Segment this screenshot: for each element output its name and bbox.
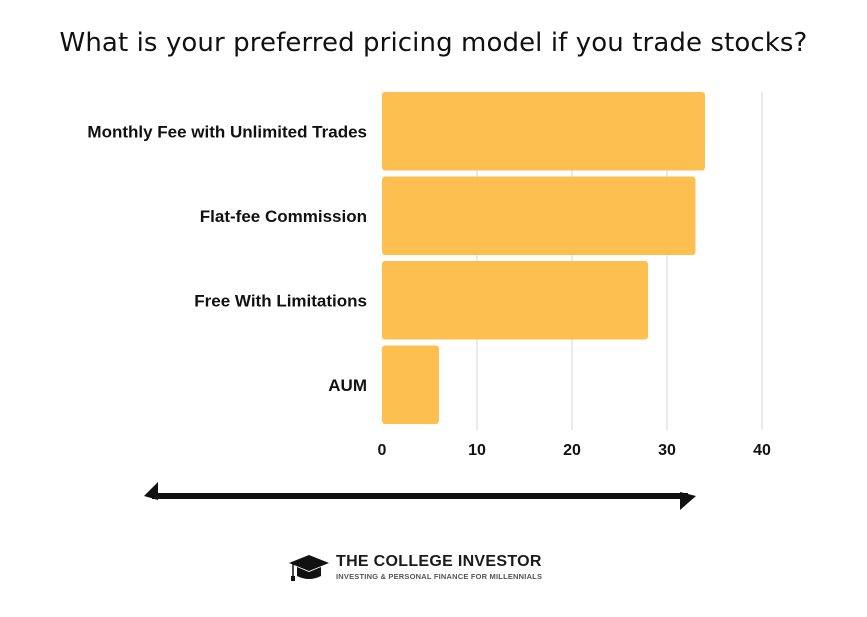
x-tick-label: 10 <box>468 442 486 459</box>
bar <box>382 345 439 424</box>
category-label: Flat-fee Commission <box>200 207 367 226</box>
bar <box>382 92 705 171</box>
brand-tagline: INVESTING & PERSONAL FINANCE FOR MILLENN… <box>336 571 543 581</box>
x-tick-label: 0 <box>378 442 387 459</box>
category-label: AUM <box>328 376 367 395</box>
double-arrow-icon <box>144 482 696 510</box>
graduation-cap-icon <box>289 555 329 581</box>
brand-name: THE COLLEGE INVESTOR <box>336 552 542 570</box>
x-tick-label: 40 <box>753 442 771 459</box>
category-label: Free With Limitations <box>194 291 367 310</box>
brand-logo: THE COLLEGE INVESTOR INVESTING & PERSONA… <box>288 551 542 583</box>
bar <box>382 261 648 340</box>
x-tick-label: 20 <box>563 442 581 459</box>
x-axis-ticks: 0 10 20 30 40 <box>378 442 771 459</box>
category-label: Monthly Fee with Unlimited Trades <box>87 122 367 141</box>
bars <box>382 92 705 424</box>
bar <box>382 176 696 255</box>
x-tick-label: 30 <box>658 442 676 459</box>
chart-title: What is your preferred pricing model if … <box>59 28 808 58</box>
category-labels: Monthly Fee with Unlimited Trades Flat-fe… <box>87 122 367 395</box>
